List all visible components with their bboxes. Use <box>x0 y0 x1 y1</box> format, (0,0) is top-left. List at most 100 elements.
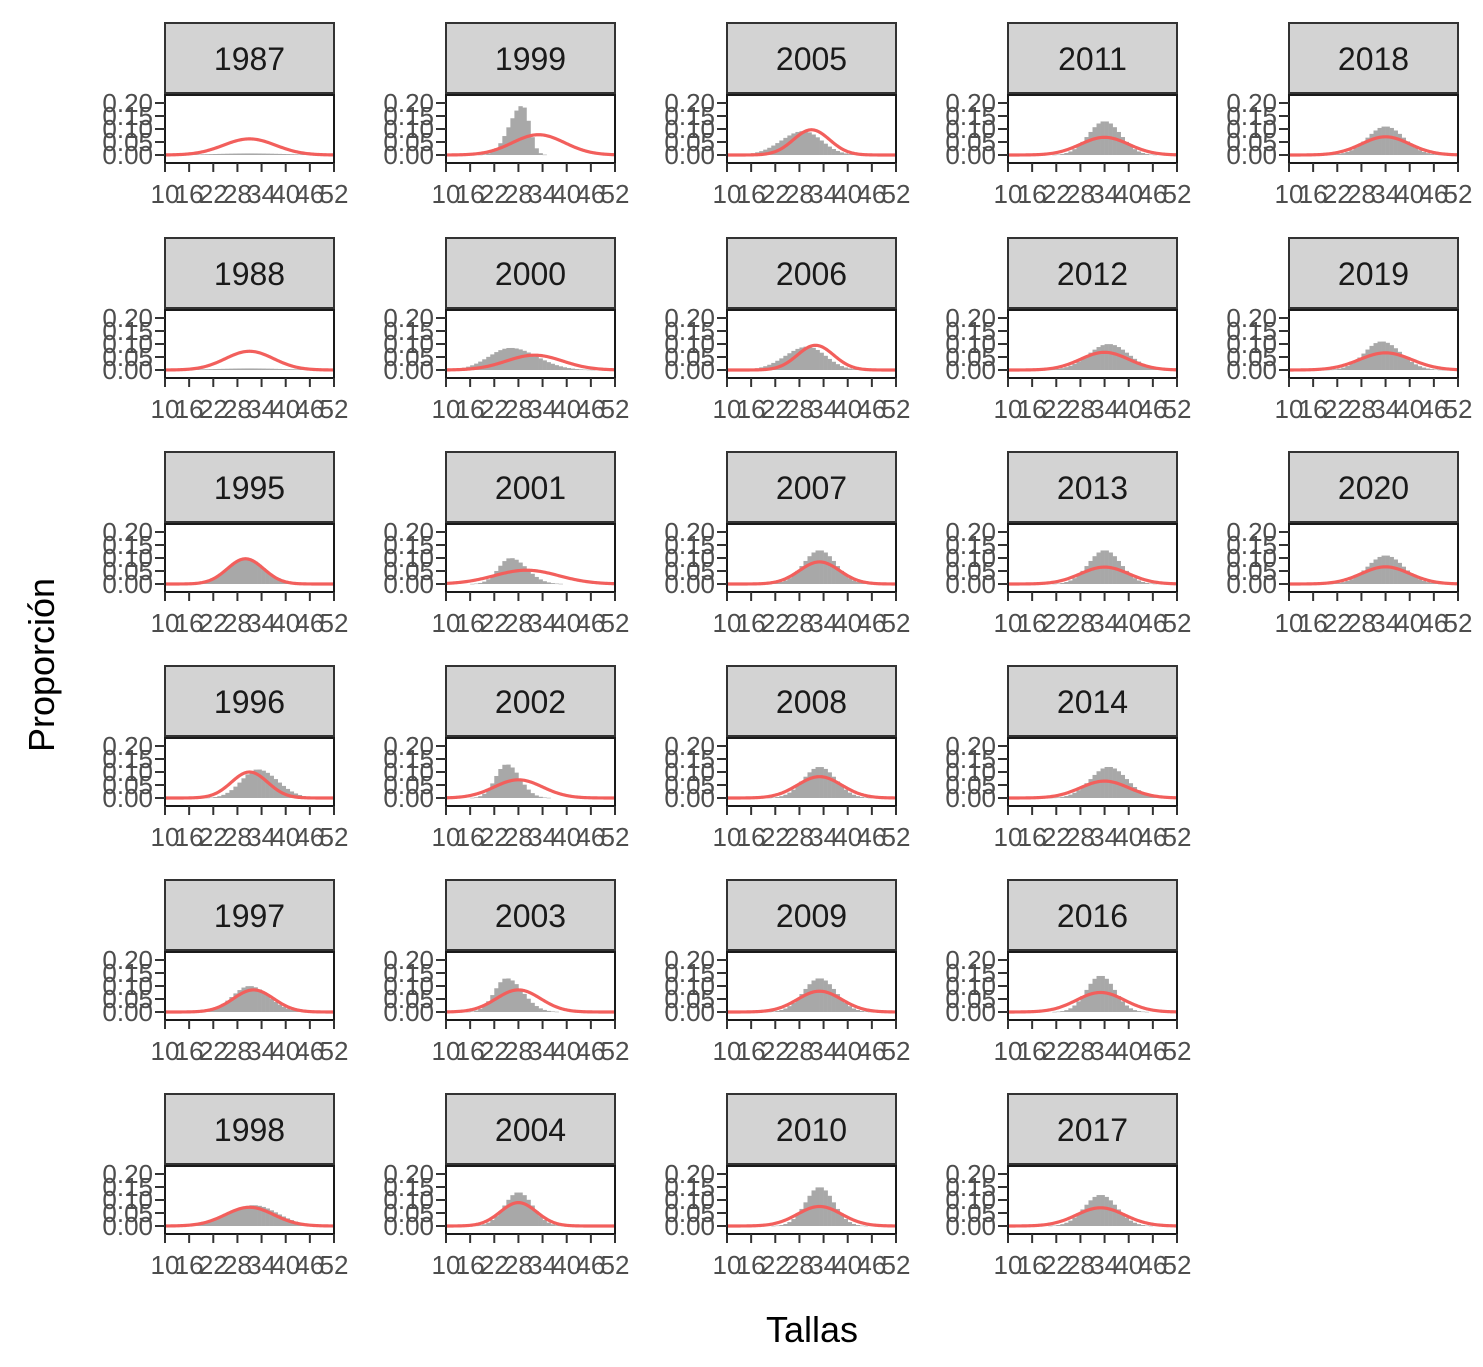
histogram-bar <box>225 568 230 584</box>
facet-strip-2014 <box>1007 665 1178 737</box>
facet-strip-2019 <box>1288 237 1459 309</box>
x-tick-label: 10 <box>1275 179 1304 209</box>
histogram-bar <box>205 797 210 799</box>
histogram-bar <box>502 1205 507 1226</box>
histogram-bar <box>1056 797 1061 798</box>
histogram-bar <box>225 153 230 155</box>
histogram-bar <box>1341 153 1346 155</box>
histogram-bar <box>542 1219 547 1226</box>
histogram-bar <box>1365 566 1370 584</box>
y-tick-label: 0.20 <box>383 945 434 975</box>
histogram-bar <box>1433 369 1439 371</box>
histogram-bar <box>241 987 246 1012</box>
y-tick-label: 0.00 <box>664 140 715 170</box>
histogram-bar <box>542 581 547 584</box>
histogram-bar <box>486 579 491 584</box>
histogram-bar <box>855 1009 861 1012</box>
x-tick-label: 16 <box>737 1250 766 1280</box>
x-tick-label: 28 <box>1066 179 1095 209</box>
histogram-bar <box>257 1205 262 1226</box>
y-tick-label: 0.15 <box>383 744 434 774</box>
x-tick-label: 52 <box>601 1036 630 1066</box>
x-tick-label: 10 <box>432 394 461 424</box>
histogram-bar <box>823 552 828 584</box>
histogram-bar <box>1092 774 1097 798</box>
histogram-bar <box>470 1011 475 1012</box>
histogram-bar <box>249 986 254 1012</box>
histogram-bar <box>522 993 527 1012</box>
histogram-bar <box>843 153 849 155</box>
histogram-bar <box>538 153 543 155</box>
x-tick-label: 10 <box>151 1036 180 1066</box>
histogram-bar <box>514 984 519 1012</box>
histogram-bar <box>225 1214 230 1226</box>
x-tick-label: 52 <box>882 394 911 424</box>
facet-strip-2007 <box>726 451 897 523</box>
y-tick-label: 0.10 <box>102 971 153 1001</box>
x-tick-label: 10 <box>432 1036 461 1066</box>
histogram-bar <box>277 579 282 584</box>
y-tick-label: 0.00 <box>102 1211 153 1241</box>
histogram-bar <box>779 1009 784 1012</box>
histogram-bar <box>534 576 539 584</box>
x-tick-label: 16 <box>456 608 485 638</box>
histogram-bar <box>1397 133 1402 155</box>
histogram-bar <box>851 1223 857 1226</box>
y-tick-label: 0.05 <box>945 1198 996 1228</box>
histogram-bar <box>554 1011 559 1013</box>
x-tick-label: 34 <box>528 608 557 638</box>
x-tick-label: 40 <box>833 1250 862 1280</box>
fitted-curve-2014 <box>1007 779 1178 800</box>
histogram-bar <box>1389 556 1394 584</box>
fitted-curve-2006 <box>726 343 897 372</box>
histogram-bar <box>1136 790 1142 798</box>
histogram-bar <box>827 984 832 1012</box>
histogram-bar <box>1140 363 1146 370</box>
histogram-bar <box>478 154 483 156</box>
histogram-bar <box>1140 1225 1146 1226</box>
fitted-curve-2002 <box>445 778 616 800</box>
histogram-bar <box>855 796 861 798</box>
x-tick-label: 34 <box>247 608 276 638</box>
histogram-bar <box>1100 768 1105 798</box>
histogram-bar <box>859 582 865 584</box>
x-tick-label: 16 <box>175 822 204 852</box>
histogram-bar <box>217 368 222 370</box>
y-tick-label: 0.05 <box>945 127 996 157</box>
histogram-bar <box>1365 349 1370 370</box>
histogram-bar <box>791 1002 796 1012</box>
histogram-bar <box>839 998 844 1012</box>
histogram-bar <box>1132 578 1138 584</box>
histogram-bar <box>233 1210 238 1226</box>
histogram-bar <box>1369 133 1374 155</box>
x-tick-label: 22 <box>1042 1036 1071 1066</box>
histogram-bar <box>807 132 812 155</box>
y-axis-title: Proporción <box>21 578 62 752</box>
histogram-bar <box>201 1223 206 1226</box>
histogram-bar <box>1425 582 1431 584</box>
x-tick-label: 34 <box>247 394 276 424</box>
histogram-bar <box>1337 582 1342 584</box>
histogram-bar <box>1112 127 1117 155</box>
y-tick-label: 0.05 <box>664 770 715 800</box>
x-tick-label: 34 <box>528 822 557 852</box>
x-tick-label: 40 <box>1395 608 1424 638</box>
histogram-bar <box>1080 141 1085 155</box>
histogram-bar <box>237 1208 242 1226</box>
x-tick-label: 22 <box>761 394 790 424</box>
y-tick-label: 0.05 <box>664 342 715 372</box>
histogram-bar <box>1108 344 1113 370</box>
x-tick-label: 40 <box>1114 394 1143 424</box>
histogram-bar <box>815 767 820 798</box>
histogram-bar <box>1084 1204 1089 1226</box>
y-tick-label: 0.10 <box>664 329 715 359</box>
histogram-bar <box>1108 983 1113 1012</box>
y-tick-label: 0.15 <box>1226 316 1277 346</box>
x-tick-label: 10 <box>994 394 1023 424</box>
histogram-bar <box>217 153 222 155</box>
histogram-bar <box>1365 137 1370 155</box>
